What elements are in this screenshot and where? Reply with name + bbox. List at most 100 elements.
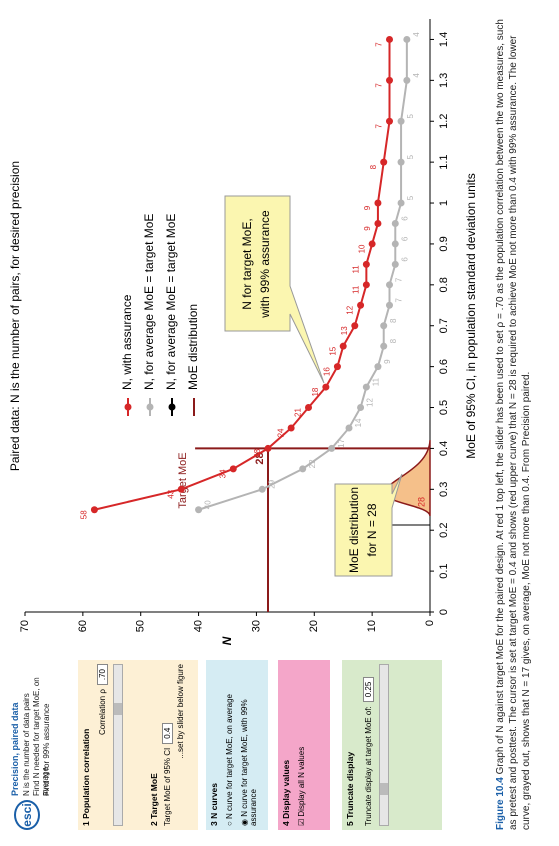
caption: Figure 10.4 Graph of N against target Mo… (494, 15, 533, 830)
caption-label: Figure 10.4 (495, 777, 506, 830)
point (345, 424, 353, 432)
value-label: 5 (406, 113, 415, 118)
point (351, 322, 359, 330)
value-label: 4 (412, 73, 421, 78)
point (357, 404, 365, 412)
legend-label: N, with assurance (120, 294, 134, 390)
point (90, 506, 98, 514)
point (391, 260, 399, 268)
point (391, 240, 399, 248)
y-tick-label: 60 (77, 620, 89, 632)
y-tick-label: 10 (366, 620, 378, 632)
value-label: 40 (204, 500, 213, 509)
value-label: 7 (395, 277, 404, 282)
value-label: 9 (363, 205, 372, 210)
panel-line: N is the number of data pairs (22, 693, 31, 796)
y-axis-label: N (220, 636, 234, 645)
label: Target MoE of 95% CI (163, 747, 172, 826)
point (386, 301, 393, 309)
point (177, 485, 185, 493)
value-label: 12 (346, 305, 355, 314)
legend-label: N, for average MoE = target MoE (142, 214, 156, 390)
x-tick-label: 0.3 (438, 482, 450, 497)
x-tick-label: 1.3 (438, 73, 450, 88)
point (386, 76, 393, 84)
panel-line: Find N for 99% assurance (42, 703, 51, 797)
value-label: 11 (351, 265, 360, 274)
point (380, 342, 388, 350)
point (397, 199, 405, 207)
value-box[interactable]: .70 (97, 664, 108, 686)
slider[interactable] (113, 664, 123, 826)
point (328, 444, 336, 452)
y-tick-label: 0 (424, 620, 436, 626)
series-line (198, 39, 408, 511)
x-tick-label: 0.9 (438, 236, 450, 251)
distribution-label: 28 (416, 497, 426, 507)
x-tick-label: 0 (438, 609, 450, 615)
legend-marker (124, 403, 132, 411)
callout-text: MoE distribution (347, 487, 361, 573)
point (380, 158, 388, 166)
value-label: 16 (323, 367, 332, 376)
value-label: 34 (218, 469, 227, 478)
point (397, 117, 405, 125)
point (322, 383, 330, 391)
y-tick-label: 70 (19, 620, 31, 632)
value-label: 28 (253, 448, 262, 457)
value-label: 9 (383, 359, 392, 364)
value-label: 29 (267, 479, 276, 488)
radio-option[interactable]: N curve for target MoE, with 99% assuran… (240, 699, 258, 826)
value-label: 7 (375, 42, 384, 47)
point (305, 404, 312, 412)
callout-box (334, 473, 403, 577)
value-label: 11 (351, 285, 360, 294)
point (386, 35, 393, 43)
value-label: 4 (412, 32, 421, 37)
point (299, 465, 307, 473)
point (362, 281, 370, 289)
caption-text: Graph of N against target MoE for the pa… (495, 19, 532, 830)
point (258, 485, 266, 493)
section-head: 3 N curves (209, 783, 219, 826)
value-label: 13 (340, 326, 349, 335)
x-tick-label: 1.1 (438, 154, 450, 169)
value-label: 7 (375, 123, 384, 128)
section: 1 Population correlation Correlation ρ .7… (78, 660, 146, 830)
point (362, 260, 370, 268)
value-box: 0.4 (162, 722, 173, 744)
point (374, 219, 382, 227)
legend-marker (146, 403, 154, 411)
value-label: 7 (375, 83, 384, 88)
x-tick-label: 0.4 (438, 441, 450, 456)
x-tick-label: 0.7 (438, 318, 450, 333)
point (374, 363, 382, 371)
value-label: 6 (400, 216, 409, 221)
checkbox-option[interactable]: Display all N values (297, 746, 306, 817)
value-label: 5 (406, 195, 415, 200)
y-tick-label: 40 (192, 620, 204, 632)
point (397, 158, 405, 166)
point (362, 383, 370, 391)
point (391, 219, 399, 227)
section-head: 4 Display values (281, 759, 291, 826)
slider[interactable] (379, 664, 389, 826)
series-line (94, 39, 391, 511)
chart: Paired data: N is the number of pairs, f… (8, 19, 478, 645)
value-label: 8 (369, 164, 378, 169)
radio-option[interactable]: N curve for target MoE, on average (225, 693, 234, 819)
label: Correlation ρ (98, 689, 107, 736)
value-label: 14 (354, 418, 363, 427)
x-tick-label: 1.4 (438, 32, 450, 47)
value-label: 24 (276, 428, 285, 437)
value-box[interactable]: 0.25 (363, 676, 374, 703)
point (403, 35, 411, 43)
section-head: 2 Target MoE (149, 773, 159, 826)
legend-marker (168, 403, 176, 411)
x-tick-label: 1.2 (438, 114, 450, 129)
value-label: 17 (337, 438, 346, 447)
value-label: 8 (389, 318, 398, 323)
value-label: 58 (80, 510, 89, 519)
